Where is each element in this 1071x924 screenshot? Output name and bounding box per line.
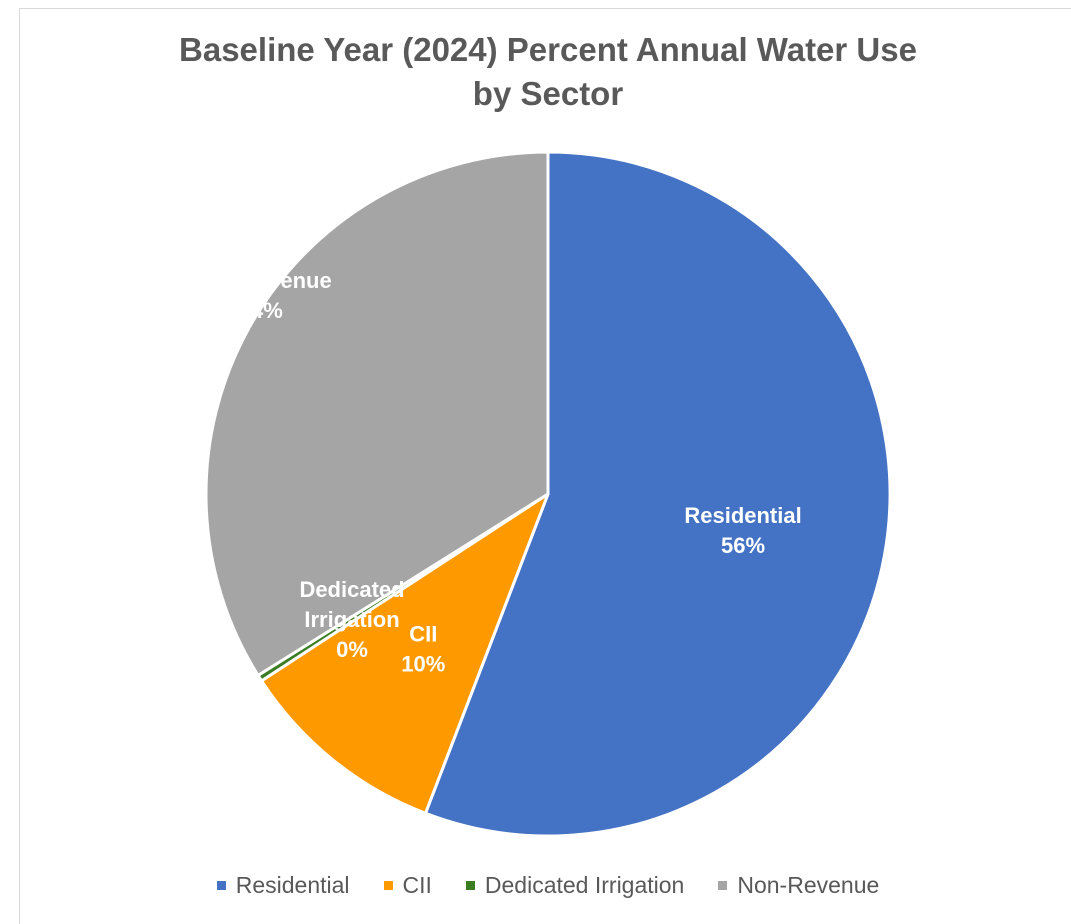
- legend-swatch-non-revenue: [718, 881, 728, 890]
- pie-slice-residential: [423, 150, 892, 838]
- legend-item-dedicated-irrigation: Dedicated Irrigation: [465, 872, 685, 899]
- data-label-dedicated-irrigation: Dedicated Irrigation 0%: [299, 577, 404, 662]
- data-label-line: 10%: [401, 651, 445, 676]
- data-label-non-revenue: Non-Revenue 34%: [190, 268, 332, 323]
- chart-title-line-2: by Sector: [472, 75, 624, 112]
- pie-slice-non-revenue: [204, 150, 550, 677]
- data-label-residential: Residential 56%: [684, 503, 801, 558]
- pie-slice-cii: [260, 492, 550, 815]
- legend-label-non-revenue: Non-Revenue: [737, 872, 880, 898]
- data-label-line: CII: [409, 621, 437, 646]
- legend-swatch-residential: [216, 881, 226, 890]
- legend-swatch-cii: [383, 881, 393, 890]
- chart-title: Baseline Year (2024) Percent Annual Wate…: [0, 28, 1071, 116]
- legend: Residential CII Dedicated Irrigation Non…: [0, 872, 1071, 899]
- data-label-line: Residential: [684, 503, 801, 528]
- legend-swatch-dedicated-irrigation: [465, 881, 475, 890]
- data-label-line: 56%: [721, 533, 765, 558]
- legend-item-cii: CII: [383, 872, 432, 899]
- data-label-line: 0%: [336, 637, 368, 662]
- chart-title-line-1: Baseline Year (2024) Percent Annual Wate…: [179, 31, 917, 68]
- legend-label-dedicated-irrigation: Dedicated Irrigation: [484, 872, 685, 898]
- legend-item-residential: Residential: [216, 872, 350, 899]
- data-label-line: Dedicated: [299, 577, 404, 602]
- legend-label-residential: Residential: [235, 872, 350, 898]
- data-label-line: 34%: [239, 298, 283, 323]
- legend-item-non-revenue: Non-Revenue: [718, 872, 879, 899]
- data-label-line: Non-Revenue: [190, 268, 332, 293]
- data-label-cii: CII 10%: [401, 621, 445, 676]
- data-label-line: Irrigation: [304, 607, 399, 632]
- legend-label-cii: CII: [402, 872, 432, 898]
